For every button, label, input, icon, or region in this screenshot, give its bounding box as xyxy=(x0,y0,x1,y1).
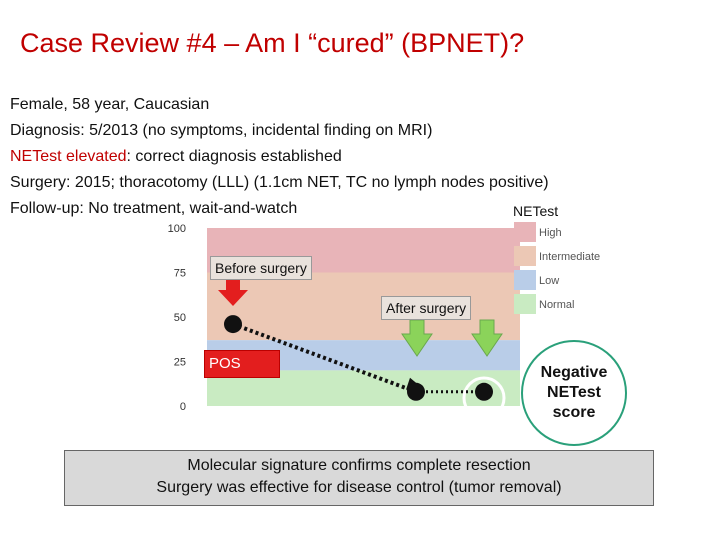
legend-label-high: High xyxy=(539,227,562,239)
chart-series xyxy=(224,315,493,401)
info-line-2: Diagnosis: 5/2013 (no symptoms, incident… xyxy=(10,122,433,139)
before-surgery-arrow xyxy=(218,278,248,306)
pos-badge: POS xyxy=(204,350,280,378)
chart-y-ticks: 100 75 50 25 0 xyxy=(168,223,186,413)
summary-line-2: Surgery was effective for disease contro… xyxy=(156,479,562,496)
legend-swatch-high xyxy=(514,222,536,242)
data-point-2 xyxy=(407,382,425,401)
series-line xyxy=(232,322,417,394)
info-line-3: NETest elevated: correct diagnosis estab… xyxy=(10,148,342,165)
summary-line-1: Molecular signature confirms complete re… xyxy=(187,457,531,474)
legend-swatch-intermediate xyxy=(514,246,536,266)
data-point-1 xyxy=(224,315,242,334)
chart-legend: High Intermediate Low Normal xyxy=(514,222,600,314)
legend-swatch-low xyxy=(514,270,536,290)
y-tick-label: 100 xyxy=(168,223,186,235)
slide-title: Case Review #4 – Am I “cured” (BPNET)? xyxy=(20,28,525,58)
before-surgery-label: Before surgery xyxy=(210,256,312,280)
after-surgery-label: After surgery xyxy=(381,296,472,320)
y-tick-label: 0 xyxy=(180,401,186,413)
info-line-5: Follow-up: No treatment, wait-and-watch xyxy=(10,200,298,217)
last-point-highlight xyxy=(462,376,506,420)
after-surgery-arrow-1 xyxy=(401,319,433,357)
negative-netest-bubble: Negative NETest score xyxy=(521,340,627,446)
chart-bands xyxy=(207,228,520,406)
after-surgery-arrow-2 xyxy=(471,319,503,357)
y-tick-label: 25 xyxy=(174,357,186,369)
legend-swatch-normal xyxy=(514,294,536,314)
legend-label-normal: Normal xyxy=(539,299,574,311)
chart-title: NETest xyxy=(513,203,558,219)
legend-label-low: Low xyxy=(539,275,559,287)
y-tick-label: 75 xyxy=(174,268,186,280)
patient-info: Female, 58 year, Caucasian Diagnosis: 5/… xyxy=(10,92,549,222)
y-tick-label: 50 xyxy=(174,312,186,324)
info-line-4: Surgery: 2015; thoracotomy (LLL) (1.1cm … xyxy=(10,174,549,191)
summary-box: Molecular signature confirms complete re… xyxy=(64,450,654,506)
data-point-3 xyxy=(475,382,493,401)
legend-label-intermediate: Intermediate xyxy=(539,251,600,263)
info-line-1: Female, 58 year, Caucasian xyxy=(10,96,210,113)
band-intermediate xyxy=(207,272,520,341)
